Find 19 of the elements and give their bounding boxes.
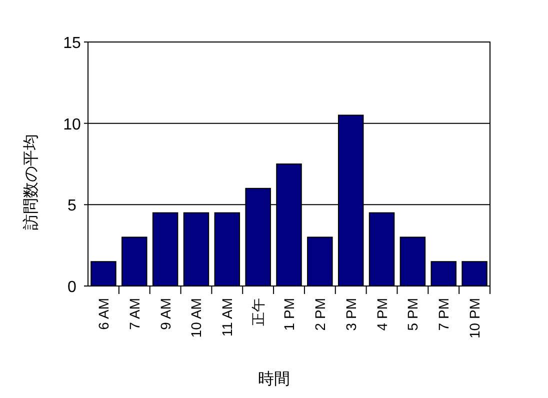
x-tick-label: 5 PM <box>404 298 421 331</box>
x-tick-label: 10 AM <box>188 298 204 338</box>
x-axis-title: 時間 <box>258 370 290 388</box>
x-tick-label: 正午 <box>250 298 266 326</box>
y-axis-title: 訪問数の平均 <box>22 134 40 230</box>
x-tick-label: 4 PM <box>374 298 390 331</box>
x-tick-label: 1 PM <box>281 298 297 331</box>
y-tick-label: 5 <box>68 198 77 215</box>
x-tick-label: 2 PM <box>312 298 328 331</box>
y-tick-label: 10 <box>63 116 81 134</box>
x-tick-label: 11 AM <box>219 298 236 337</box>
x-tick-label: 6 AM <box>95 298 112 330</box>
x-tick-label: 3 PM <box>342 298 359 331</box>
x-tick-label: 7 AM <box>126 298 142 330</box>
y-tick-label: 0 <box>68 279 77 296</box>
y-tick-label: 15 <box>63 35 81 52</box>
x-tick-label: 10 PM <box>466 298 483 338</box>
x-tick-label: 7 PM <box>436 298 452 331</box>
x-tick-label: 9 AM <box>157 298 174 330</box>
